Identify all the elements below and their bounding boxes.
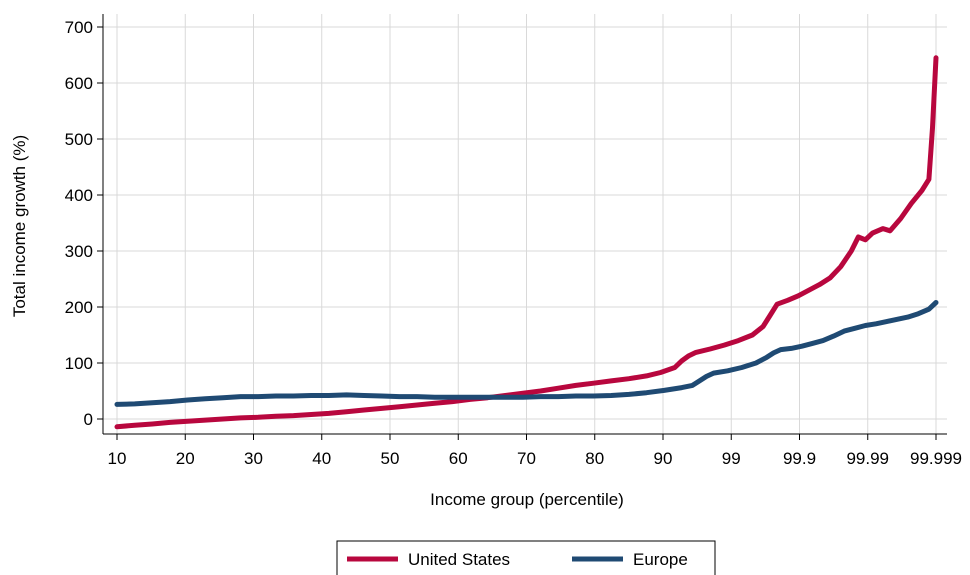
x-tick-label: 50 [381,449,400,468]
legend-box [336,540,716,575]
x-tick-label: 99.9 [783,449,816,468]
series-lines [114,55,939,430]
x-tick-label: 99 [722,449,741,468]
x-tick-label: 99.999 [910,449,962,468]
grid-lines [103,14,947,434]
x-tick-label: 80 [585,449,604,468]
y-axis-ticks: 0 100 200 300 400 500 600 700 [65,18,103,429]
y-tick-label: 700 [65,18,93,37]
x-axis-ticks: 10 20 30 40 50 60 70 80 90 99 99.9 99.99 99.999 [108,434,962,468]
x-tick-label: 20 [176,449,195,468]
x-tick-label: 99.99 [846,449,889,468]
x-tick-label: 40 [312,449,331,468]
x-tick-label: 60 [449,449,468,468]
y-tick-label: 600 [65,74,93,93]
x-tick-label: 70 [517,449,536,468]
y-tick-label: 400 [65,186,93,205]
legend-label-united-states: United States [408,550,510,569]
axes [102,14,947,435]
x-tick-label: 10 [108,449,127,468]
y-tick-label: 300 [65,242,93,261]
y-tick-label: 100 [65,354,93,373]
y-tick-label: 0 [84,410,93,429]
y-tick-label: 200 [65,298,93,317]
y-tick-label: 500 [65,130,93,149]
x-axis-title: Income group (percentile) [430,490,624,509]
x-tick-label: 90 [654,449,673,468]
x-tick-label: 30 [244,449,263,468]
series-line-europe [114,300,939,407]
series-line-united-states [114,55,939,430]
legend-label-europe: Europe [633,550,688,569]
legend: United States Europe [336,540,716,575]
y-axis-title: Total income growth (%) [10,135,29,317]
